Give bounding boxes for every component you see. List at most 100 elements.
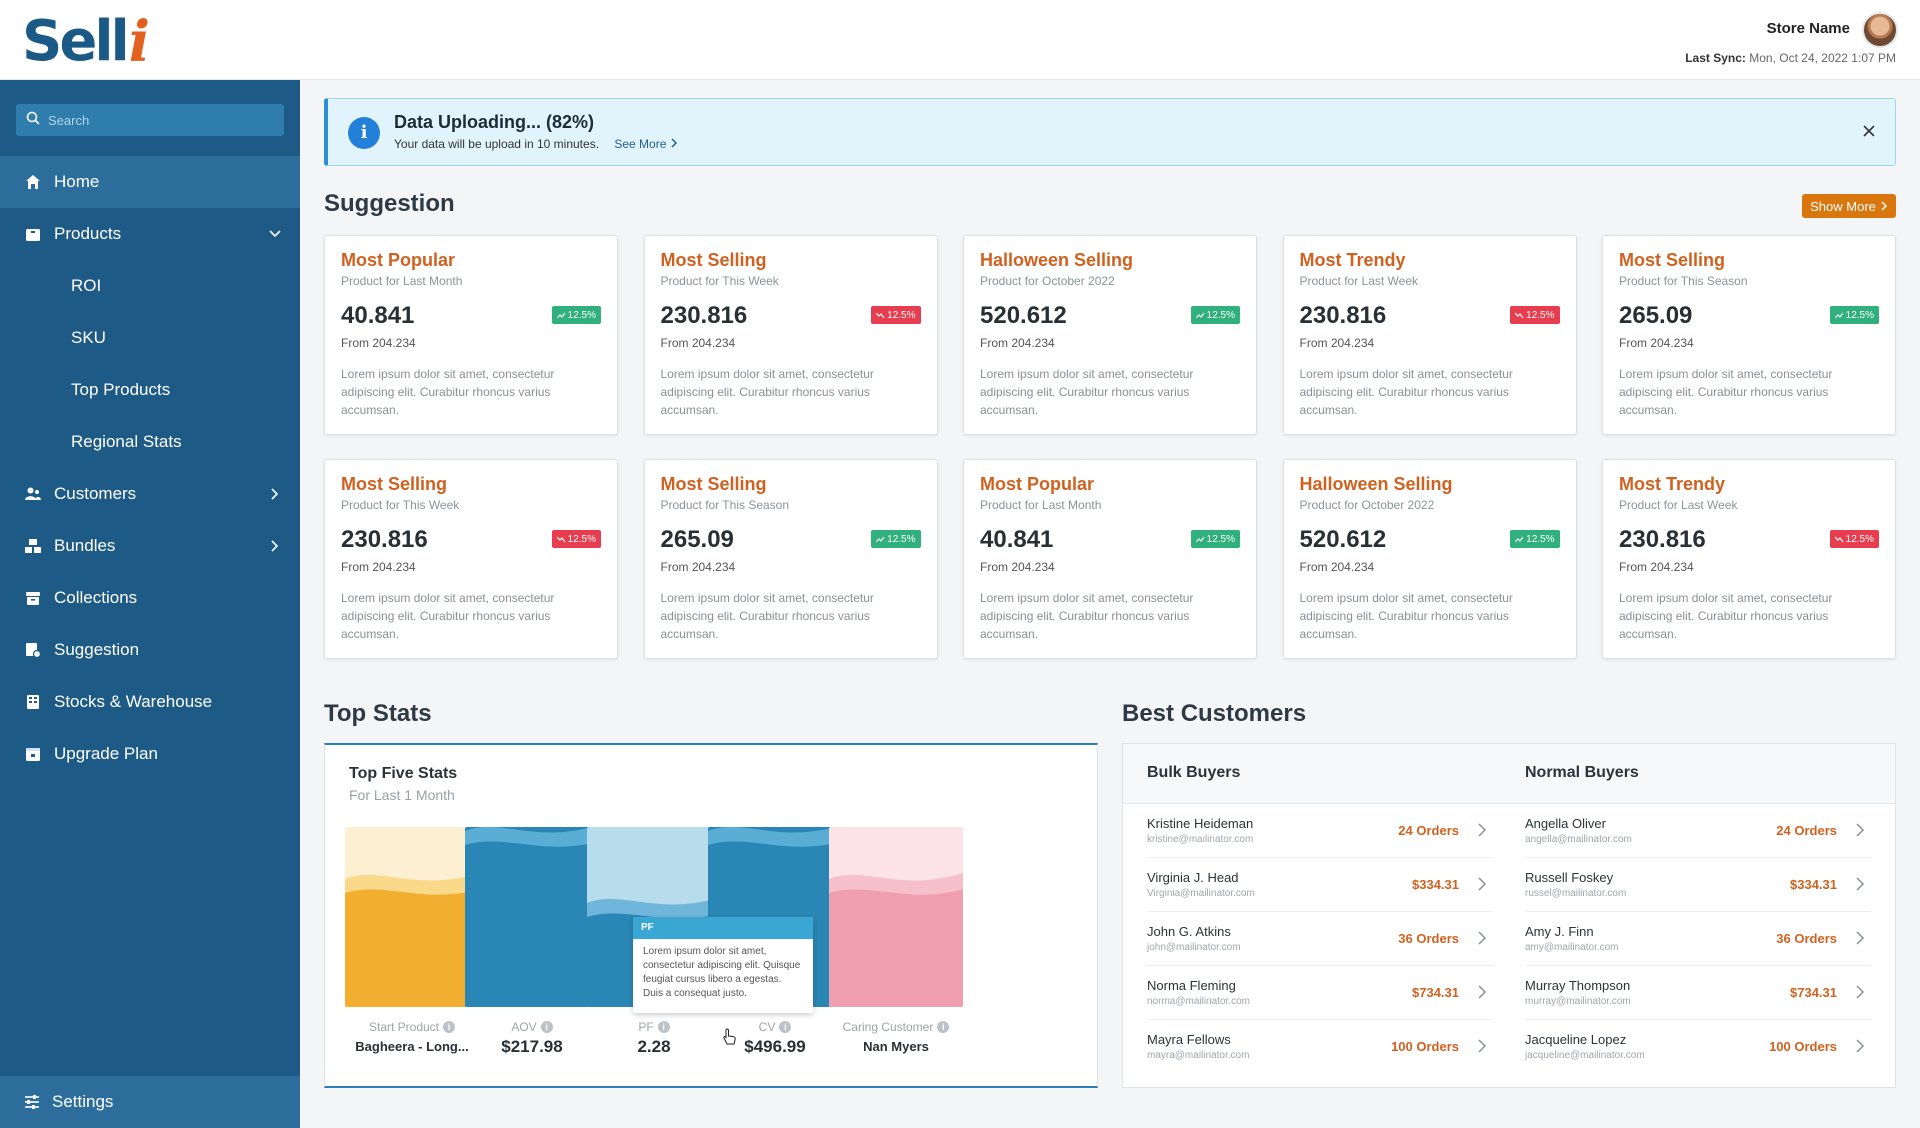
chevron-right-icon[interactable] [1477,1038,1487,1059]
sidebar-item-sku[interactable]: SKU [0,312,300,364]
customer-value: $734.31 [1412,985,1459,1000]
sidebar-item-bundles[interactable]: Bundles [0,520,300,572]
info-icon[interactable]: i [657,1021,670,1033]
info-icon[interactable]: i [779,1021,792,1033]
suggestion-card[interactable]: Most Selling Product for This Week 230.816… [643,235,938,435]
close-icon[interactable] [1859,121,1879,141]
chevron-right-icon[interactable] [268,486,282,506]
customer-row[interactable]: Mayra Fellows mayra@mailinator.com 100 Ord… [1147,1020,1493,1074]
card-title: Most Selling [341,474,448,494]
chevron-right-icon[interactable] [1855,984,1865,1005]
suggestion-card[interactable]: Most Trendy Product for Last Week 230.816 1… [1602,459,1896,659]
search-box[interactable] [16,104,284,136]
info-icon[interactable]: i [540,1021,553,1033]
customer-row[interactable]: Virginia J. Head Virginia@mailinator.com $… [1147,858,1493,912]
suggestion-card[interactable]: Most Popular Product for Last Month 40.841… [324,235,618,435]
customer-row[interactable]: Russell Foskey russel@mailinator.com $334.… [1525,858,1871,912]
card-from: From 204.234 [1619,336,1694,350]
chevron-right-icon[interactable] [1477,822,1487,843]
suggestion-card[interactable]: Most Selling Product for This Season 265.0… [643,459,938,659]
trend-badge: 12.5% [871,530,921,548]
stat-tile[interactable] [465,827,599,1007]
customer-email: angella@mailinator.com [1525,834,1632,845]
normal-buyers-title: Normal Buyers [1525,764,1639,781]
show-more-label: Show More [1810,198,1876,214]
chevron-right-icon[interactable] [1477,930,1487,951]
top-header: Sell i Store Name Last Sync: Mon, Oct 24,… [0,0,1920,80]
stat-label-text: CV [758,1020,776,1034]
stat-tile[interactable] [829,827,963,1007]
card-from: From 204.234 [1299,560,1375,574]
chevron-right-icon[interactable] [1477,876,1487,897]
suggestion-card[interactable]: Most Popular Product for Last Month 40.841… [963,459,1257,659]
sidebar-item-roi[interactable]: ROI [0,260,300,312]
card-value: 230.816 [341,526,428,553]
card-title: Most Popular [980,474,1095,494]
upgrade-icon [24,745,42,763]
see-more-link[interactable]: See More [614,137,677,151]
suggestion-card[interactable]: Most Selling Product for This Season 265.0… [1602,235,1896,435]
stat-label-text: AOV [511,1020,537,1034]
trend-badge: 12.5% [1829,530,1879,548]
chevron-right-icon[interactable] [268,538,282,558]
sidebar-item-top-products[interactable]: Top Products [0,364,300,416]
store-name[interactable]: Store Name [1766,20,1850,37]
customer-row[interactable]: Murray Thompson murray@mailinator.com $734… [1525,966,1871,1020]
chevron-down-icon[interactable] [268,226,282,246]
sidebar-item-upgrade-plan[interactable]: Upgrade Plan [0,728,300,780]
trend-up-icon [1515,536,1524,542]
customer-row[interactable]: Amy J. Finn amy@mailinator.com 36 Orders [1525,912,1871,966]
stat-tile[interactable] [345,827,479,1007]
customer-row[interactable]: Kristine Heideman kristine@mailinator.com… [1147,804,1493,858]
customer-value: $334.31 [1412,877,1459,892]
customer-name: Mayra Fellows [1147,1032,1231,1047]
chevron-right-icon[interactable] [1855,1038,1865,1059]
sidebar-item-stocks-warehouse[interactable]: Stocks & Warehouse [0,676,300,728]
search-input[interactable] [48,112,268,128]
customer-row[interactable]: Angella Oliver angella@mailinator.com 24 O… [1525,804,1871,858]
trend-value: 12.5% [567,533,596,545]
sidebar-item-collections[interactable]: Collections [0,572,300,624]
suggestion-card[interactable]: Most Trendy Product for Last Week 230.816 1… [1282,235,1577,435]
sidebar-item-suggestion[interactable]: Suggestion [0,624,300,676]
sidebar-item-settings[interactable]: Settings [0,1076,300,1128]
stat-value: 2.28 [637,1037,671,1056]
info-icon[interactable]: i [443,1021,456,1033]
suggestion-card[interactable]: Halloween Selling Product for October 202… [1282,459,1577,659]
chevron-right-icon[interactable] [1855,876,1865,897]
customer-row[interactable]: Norma Fleming norma@mailinator.com $734.31 [1147,966,1493,1020]
sidebar-item-home[interactable]: Home [0,156,300,208]
trend-badge: 12.5% [1190,306,1240,324]
customer-value: $334.31 [1790,877,1837,892]
bulk-buyers-title: Bulk Buyers [1147,764,1241,781]
chevron-right-icon[interactable] [1477,984,1487,1005]
show-more-button[interactable]: Show More [1802,194,1896,218]
sidebar-item-label: Regional Stats [71,432,182,451]
card-from: From 204.234 [1619,560,1694,574]
sidebar-item-regional-stats[interactable]: Regional Stats [0,416,300,468]
customer-value: 24 Orders [1398,823,1459,838]
chevron-right-icon[interactable] [1855,930,1865,951]
customer-name: Amy J. Finn [1525,924,1594,939]
chevron-right-icon[interactable] [1855,822,1865,843]
suggestion-icon [24,641,42,659]
suggestion-card[interactable]: Most Selling Product for This Week 230.816… [324,459,618,659]
sidebar-item-products[interactable]: Products [0,208,300,260]
home-icon [24,173,42,191]
customer-name: Virginia J. Head [1147,870,1239,885]
customer-row[interactable]: John G. Atkins john@mailinator.com 36 Orde… [1147,912,1493,966]
user-avatar[interactable] [1862,12,1898,48]
info-icon[interactable]: i [937,1021,950,1033]
sidebar-item-label: Customers [54,484,137,503]
card-description: Lorem ipsum dolor sit amet, consectetur … [980,591,1194,641]
selli-logo[interactable]: Sell i [22,10,150,71]
sidebar-item-customers[interactable]: Customers [0,468,300,520]
top-stats-title: Top Stats [324,700,432,727]
customer-name: John G. Atkins [1147,924,1231,939]
customer-row[interactable]: Jacqueline Lopez jacqueline@mailinator.co… [1525,1020,1871,1074]
trend-down-icon [876,312,885,318]
suggestion-card[interactable]: Halloween Selling Product for October 202… [963,235,1257,435]
sidebar-nav: Home Products ROI SKU Top Products Regio… [0,156,300,780]
stat-tile-wave [829,827,963,1007]
last-sync-label: Last Sync: [1685,51,1746,65]
